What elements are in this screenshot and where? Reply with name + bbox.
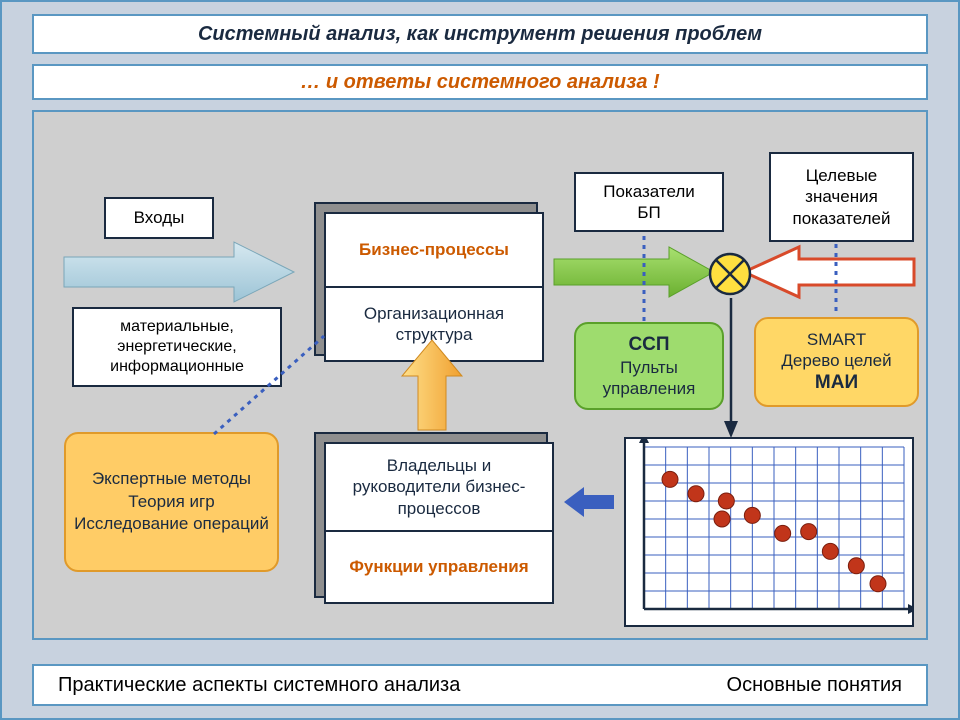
scatter-chart: [626, 439, 912, 625]
arrow-inputs: [64, 242, 294, 302]
main-panel: Входы материальные, энергетические, инфо…: [32, 110, 928, 640]
targets-box: Целевые значения показателей: [769, 152, 914, 242]
expert-methods-box: Экспертные методы Теория игр Исследовани…: [64, 432, 279, 572]
dotted-line-1: [642, 236, 646, 326]
footer-right: Основные понятия: [727, 674, 902, 697]
dotted-line-2: [204, 330, 334, 440]
subtitle-bar: … и ответы системного анализа !: [32, 64, 928, 100]
subtitle-text: … и ответы системного анализа !: [300, 71, 659, 94]
cell-functions: Функции управления: [326, 532, 552, 602]
ssp-box: ССП Пультыуправления: [574, 322, 724, 410]
smart-box: SMART Дерево целей МАИ: [754, 317, 919, 407]
arrow-red: [744, 247, 914, 297]
arrow-green: [554, 247, 714, 297]
cell-bp: Бизнес-процессы: [326, 214, 542, 288]
cell-owners: Владельцы и руководители бизнес-процессо…: [326, 444, 552, 532]
inputs-label: Входы: [104, 197, 214, 239]
indicators-box: Показатели БП: [574, 172, 724, 232]
title-text: Системный анализ, как инструмент решения…: [198, 23, 762, 46]
stack-owners: Владельцы и руководители бизнес-процессо…: [324, 442, 554, 604]
footer-left: Практические аспекты системного анализа: [58, 674, 460, 697]
dotted-line-3: [834, 244, 838, 316]
footer-bar: Практические аспекты системного анализа …: [32, 664, 928, 706]
chart-panel: [624, 437, 914, 627]
arrow-down-to-chart: [724, 298, 738, 438]
arrow-blue-left: [564, 487, 614, 517]
arrow-up-yellow: [402, 340, 462, 430]
title-bar: Системный анализ, как инструмент решения…: [32, 14, 928, 54]
compare-node-icon: [706, 250, 754, 298]
